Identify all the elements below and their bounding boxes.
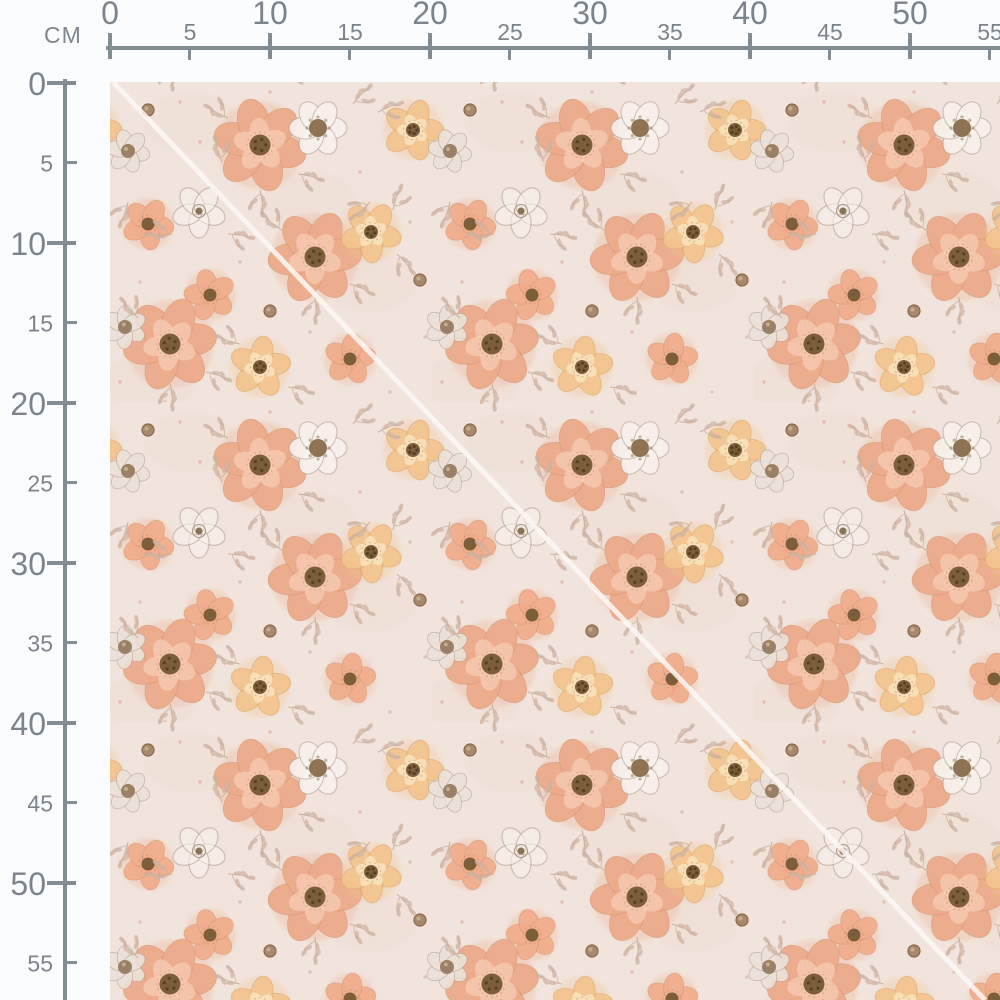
- ruler-tick-label: 15: [27, 310, 53, 337]
- ruler-tick-label: 30: [572, 0, 608, 31]
- ruler-tick-label: 0: [28, 66, 46, 102]
- ruler-tick: [63, 641, 77, 644]
- ruler-tick: [668, 46, 671, 60]
- ruler-tick-label: 35: [27, 630, 53, 657]
- ruler-tick: [508, 46, 511, 60]
- ruler-tick-label: 20: [10, 386, 46, 422]
- ruler-tick: [47, 721, 76, 725]
- ruler-tick-label: 25: [27, 470, 53, 497]
- ruler-tick: [63, 801, 77, 804]
- ruler-tick: [348, 46, 351, 60]
- ruler-tick: [63, 161, 77, 164]
- diagonal-seam-line: [111, 82, 987, 1000]
- ruler-tick-label: 35: [657, 19, 683, 45]
- ruler-baseline: [106, 46, 1000, 50]
- ruler-tick-label: 50: [892, 0, 928, 31]
- ruler-tick: [188, 46, 191, 60]
- ruler-tick: [908, 33, 912, 59]
- ruler-tick-label: 5: [183, 19, 197, 45]
- ruler-tick-label: 55: [27, 950, 53, 977]
- ruler-baseline: [63, 79, 67, 1000]
- fabric-swatch: [110, 82, 1000, 1000]
- ruler-tick: [63, 961, 77, 964]
- ruler-tick: [63, 321, 77, 324]
- ruler-tick: [828, 46, 831, 60]
- ruler-tick-label: 40: [732, 0, 768, 31]
- ruler-tick-label: 25: [497, 19, 523, 45]
- ruler-tick-label: 5: [40, 150, 53, 177]
- ruler-tick-label: 30: [10, 546, 46, 582]
- ruler-tick: [47, 241, 76, 245]
- ruler-tick-label: 45: [817, 19, 843, 45]
- ruler-tick: [47, 401, 76, 405]
- ruler-tick: [268, 33, 272, 59]
- floral-pattern-image: [110, 82, 1000, 1000]
- ruler-tick-label: 20: [412, 0, 448, 31]
- ruler-tick: [428, 33, 432, 59]
- ruler-unit-label: CM: [44, 22, 82, 48]
- ruler-tick-label: 40: [10, 706, 46, 742]
- ruler-tick-label: 10: [252, 0, 288, 31]
- ruler-tick: [47, 881, 76, 885]
- ruler-tick-label: 50: [10, 866, 46, 902]
- ruler-tick-label: 15: [337, 19, 363, 45]
- ruler-tick: [108, 33, 112, 59]
- ruler-tick: [748, 33, 752, 59]
- ruler-tick: [47, 81, 76, 85]
- ruler-tick-label: 55: [977, 19, 1000, 45]
- ruler-tick: [63, 481, 77, 484]
- ruler-tick-label: 0: [101, 0, 119, 31]
- ruler-tick: [47, 561, 76, 565]
- ruler-tick: [588, 33, 592, 59]
- ruler-tick: [988, 46, 991, 60]
- ruler-tick-label: 10: [10, 226, 46, 262]
- ruler-tick-label: 45: [27, 790, 53, 817]
